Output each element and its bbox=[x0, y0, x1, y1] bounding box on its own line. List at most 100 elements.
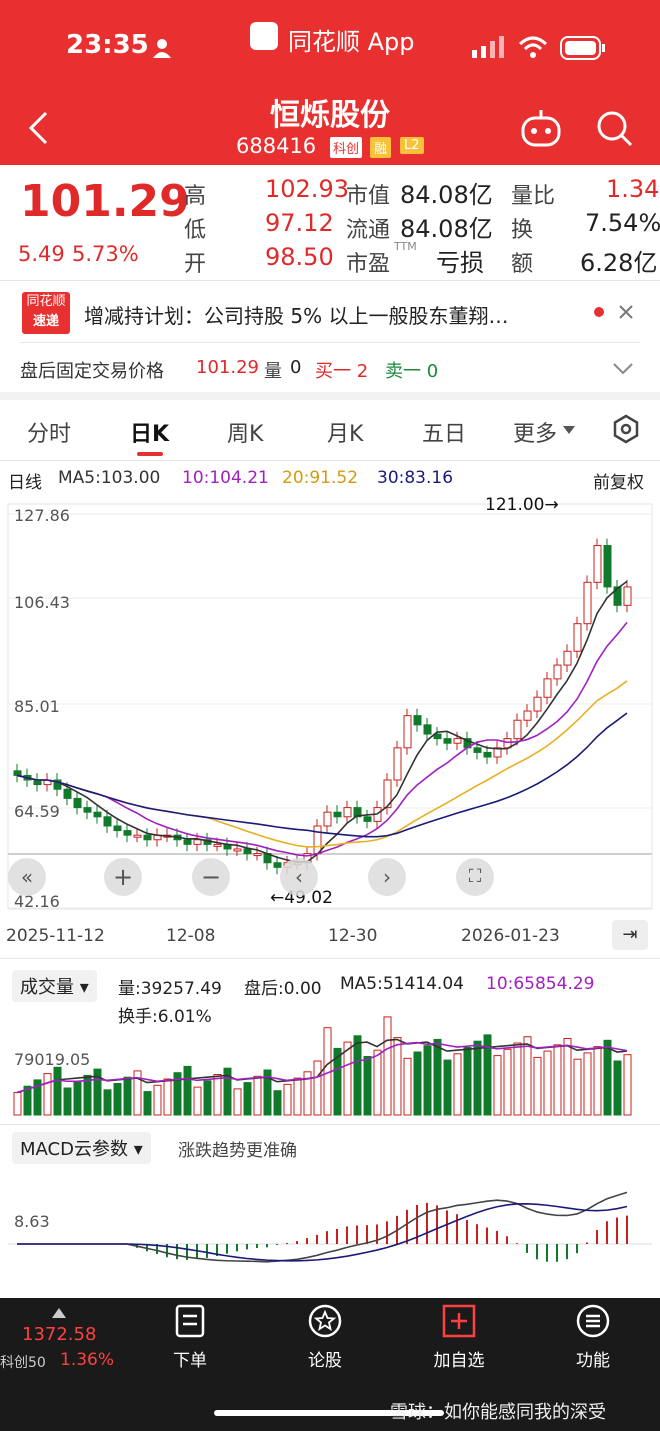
volume-bar bbox=[183, 1065, 192, 1116]
settings-icon[interactable] bbox=[611, 414, 641, 444]
date-label-1: 2025-11-12 bbox=[6, 926, 105, 946]
wifi-icon bbox=[518, 36, 548, 58]
volume-bar bbox=[133, 1070, 142, 1116]
amount-value: 6.28亿 bbox=[580, 249, 658, 277]
candle-body bbox=[143, 834, 152, 841]
app-header: 23:35 同花顺 App 恒烁股份 688416 科创 融 L2 bbox=[0, 0, 660, 165]
volume-bar bbox=[503, 1048, 512, 1116]
volume-bar bbox=[233, 1088, 242, 1116]
chevron-down-icon[interactable] bbox=[612, 362, 634, 376]
candle-body bbox=[243, 848, 252, 855]
tab-monthly-k[interactable]: 月K bbox=[327, 422, 364, 447]
candle-body bbox=[193, 839, 202, 845]
date-label-4: 2026-01-23 bbox=[461, 926, 560, 946]
price-change-pct: 5.73% bbox=[72, 242, 139, 266]
back-icon[interactable] bbox=[26, 110, 52, 146]
forum-icon bbox=[308, 1304, 342, 1338]
turnover-label: 换 bbox=[511, 218, 534, 243]
tab-intraday[interactable]: 分时 bbox=[27, 422, 72, 447]
tab-weekly-k[interactable]: 周K bbox=[227, 422, 264, 447]
volume-value: 量:39257.49 bbox=[118, 979, 222, 999]
jump-latest-icon[interactable]: ⇥ bbox=[612, 920, 648, 950]
kline-chart[interactable] bbox=[0, 496, 660, 916]
app-name: 同花顺 App bbox=[288, 28, 415, 56]
nav-forum[interactable]: 论股 bbox=[280, 1304, 370, 1371]
volume-bar bbox=[403, 1057, 412, 1116]
volume-bar bbox=[43, 1073, 52, 1116]
macd-chart[interactable] bbox=[0, 1160, 660, 1280]
macd-indicator-select[interactable]: MACD云参数 ▾ bbox=[12, 1132, 151, 1164]
volume-ratio-value: 1.34 bbox=[606, 175, 660, 203]
tab-more[interactable]: 更多 bbox=[513, 422, 558, 447]
high-value: 102.93 bbox=[265, 175, 349, 203]
index-pct: 1.36% bbox=[60, 1350, 115, 1370]
tag-l2: L2 bbox=[400, 137, 424, 154]
volume-bar bbox=[303, 1071, 312, 1116]
news-logo: 同花顺 速递 bbox=[22, 292, 70, 334]
app-logo-icon bbox=[250, 22, 278, 50]
tab-daily-k[interactable]: 日K bbox=[130, 422, 170, 447]
nav-forum-label: 论股 bbox=[308, 1351, 342, 1371]
prev-button[interactable]: ‹ bbox=[280, 858, 318, 896]
adjust-mode[interactable]: 前复权 bbox=[593, 473, 644, 493]
robot-icon[interactable] bbox=[520, 108, 562, 148]
y-label-3: 85.01 bbox=[14, 697, 60, 716]
fullscreen-button[interactable]: ⛶ bbox=[456, 858, 494, 896]
scroll-left-button[interactable]: « bbox=[8, 858, 46, 896]
candle-body bbox=[343, 807, 352, 818]
news-headline[interactable]: 增减持计划：公司持股 5% 以上一般股东董翔… bbox=[84, 304, 509, 328]
candle-body bbox=[53, 779, 62, 790]
volume-bar bbox=[143, 1091, 152, 1116]
float-label: 流通 bbox=[346, 218, 391, 243]
volume-chart[interactable] bbox=[0, 1000, 660, 1118]
candle-body bbox=[353, 807, 362, 818]
volume-bar bbox=[123, 1076, 132, 1116]
index-value[interactable]: 1372.58 bbox=[22, 1324, 97, 1345]
volume-bar bbox=[533, 1056, 542, 1116]
volume-bar bbox=[443, 1059, 452, 1116]
menu-icon bbox=[576, 1304, 610, 1338]
macd-indicator-label: MACD云参数 bbox=[20, 1139, 128, 1160]
volume-bar bbox=[63, 1087, 72, 1116]
candle-body bbox=[233, 848, 242, 852]
zoom-out-button[interactable]: − bbox=[192, 858, 230, 896]
amount-label: 额 bbox=[511, 252, 534, 277]
candle-body bbox=[273, 862, 282, 868]
volume-bar bbox=[153, 1084, 162, 1116]
candle-body bbox=[363, 816, 372, 822]
nav-add-watchlist[interactable]: 加自选 bbox=[414, 1304, 504, 1371]
search-icon[interactable] bbox=[596, 110, 634, 148]
volume-bar bbox=[333, 1047, 342, 1116]
close-icon[interactable] bbox=[618, 304, 634, 320]
zoom-in-button[interactable]: + bbox=[104, 858, 142, 896]
candle-body bbox=[603, 545, 612, 588]
y-label-2: 106.43 bbox=[14, 593, 70, 612]
ma30-line bbox=[16, 712, 628, 838]
candle-body bbox=[253, 853, 262, 857]
kline-ma10: 10:104.21 bbox=[182, 468, 269, 488]
high-label: 高 bbox=[184, 184, 207, 209]
news-logo-line1: 同花顺 bbox=[26, 294, 66, 309]
last-price: 101.29 bbox=[20, 176, 190, 227]
volume-indicator-select[interactable]: 成交量 ▾ bbox=[12, 970, 97, 1002]
volume-bar bbox=[543, 1050, 552, 1116]
volume-bar bbox=[223, 1067, 232, 1116]
volume-bar bbox=[103, 1089, 112, 1116]
nav-functions[interactable]: 功能 bbox=[548, 1304, 638, 1371]
volume-ratio-label: 量比 bbox=[511, 184, 556, 209]
news-dot bbox=[594, 307, 604, 317]
nav-order[interactable]: 下单 bbox=[145, 1304, 235, 1371]
candle-body bbox=[413, 715, 422, 726]
candle-body bbox=[553, 664, 562, 680]
volume-bar bbox=[273, 1090, 282, 1116]
tab-five-day[interactable]: 五日 bbox=[422, 422, 467, 447]
candle-body bbox=[453, 738, 462, 744]
turnover-value: 7.54% bbox=[585, 209, 660, 237]
candle-body bbox=[123, 830, 132, 836]
next-button[interactable]: › bbox=[368, 858, 406, 896]
candle-body bbox=[483, 751, 492, 758]
afterhours-vol-label: 量 bbox=[264, 361, 282, 382]
macd-hint[interactable]: 涨跌趋势更准确 bbox=[178, 1141, 297, 1161]
candle-body bbox=[393, 747, 402, 781]
macd-y-label: 8.63 bbox=[14, 1212, 50, 1231]
